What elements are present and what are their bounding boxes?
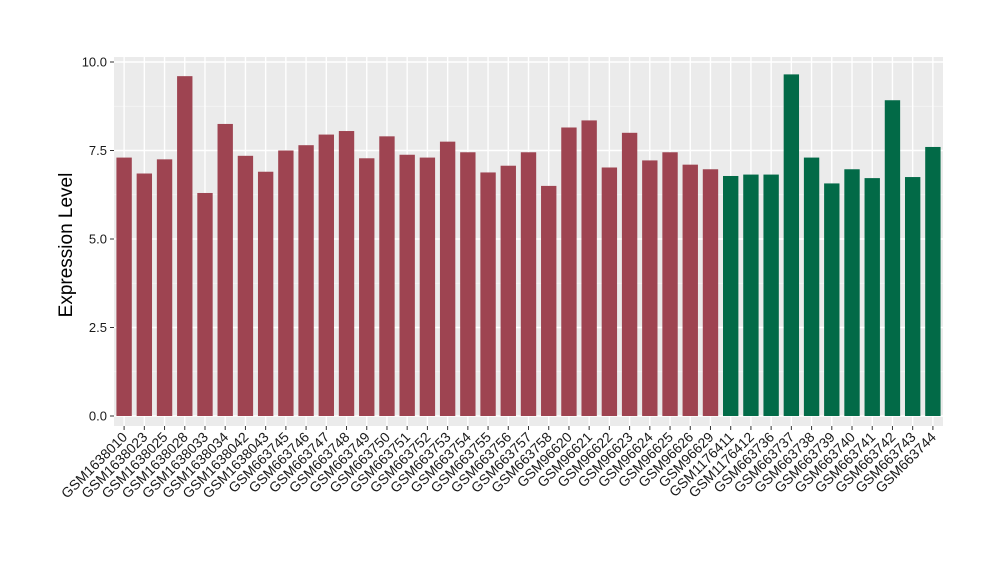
bar-GSM663747 [318,134,334,416]
bar-GSM663746 [298,145,314,416]
bar-GSM663751 [399,154,415,417]
bar-GSM1638033 [197,192,213,416]
bar-GSM663739 [824,183,840,416]
bar-GSM96622 [601,167,618,416]
bar-GSM1638023 [136,173,153,416]
bar-GSM663736 [763,174,779,416]
bar-GSM663749 [359,158,375,416]
bar-GSM663738 [803,157,820,416]
bar-GSM663743 [904,177,921,416]
bar-GSM663750 [379,136,395,416]
bar-GSM663757 [520,152,537,416]
y-tick-label: 0.0 [89,409,107,424]
bar-GSM663753 [439,141,456,416]
x-axis: GSM1638010GSM1638023GSM1638025GSM1638028… [58,426,939,501]
bar-GSM1638043 [257,171,274,416]
bar-GSM1638042 [237,155,254,416]
bar-GSM663741 [864,178,880,416]
bar-GSM96621 [581,120,597,416]
bar-GSM1638025 [156,159,173,416]
bar-GSM1176411 [723,175,739,416]
bar-GSM1638028 [177,76,193,416]
bar-GSM663744 [925,146,941,416]
bar-GSM96623 [621,132,638,417]
bar-GSM96625 [662,152,678,416]
bar-GSM96629 [702,169,719,416]
bar-GSM663740 [844,169,860,416]
bar-GSM1176412 [743,174,759,416]
bar-GSM663756 [500,165,516,416]
bar-GSM96624 [642,160,658,416]
bar-GSM96626 [682,164,698,416]
y-axis-title: Expression Level [56,173,77,318]
y-tick-label: 2.5 [89,320,107,335]
bar-GSM1638010 [116,157,132,416]
y-tick-label: 5.0 [89,232,107,247]
bar-GSM663737 [783,74,800,416]
y-axis: 0.0 2.5 5.0 7.5 10.0 [82,55,114,424]
bar-GSM663752 [419,157,436,416]
bar-GSM663758 [541,185,557,416]
bar-GSM663755 [480,172,496,416]
y-tick-label: 7.5 [89,143,107,158]
bar-GSM1638034 [217,123,233,416]
y-tick-label: 10.0 [82,55,107,70]
bar-GSM96620 [561,127,577,417]
bar-GSM663754 [460,152,476,416]
bar-GSM663742 [884,100,901,417]
bar-GSM663748 [338,131,355,416]
bars [116,74,941,417]
bar-GSM663745 [278,150,294,416]
